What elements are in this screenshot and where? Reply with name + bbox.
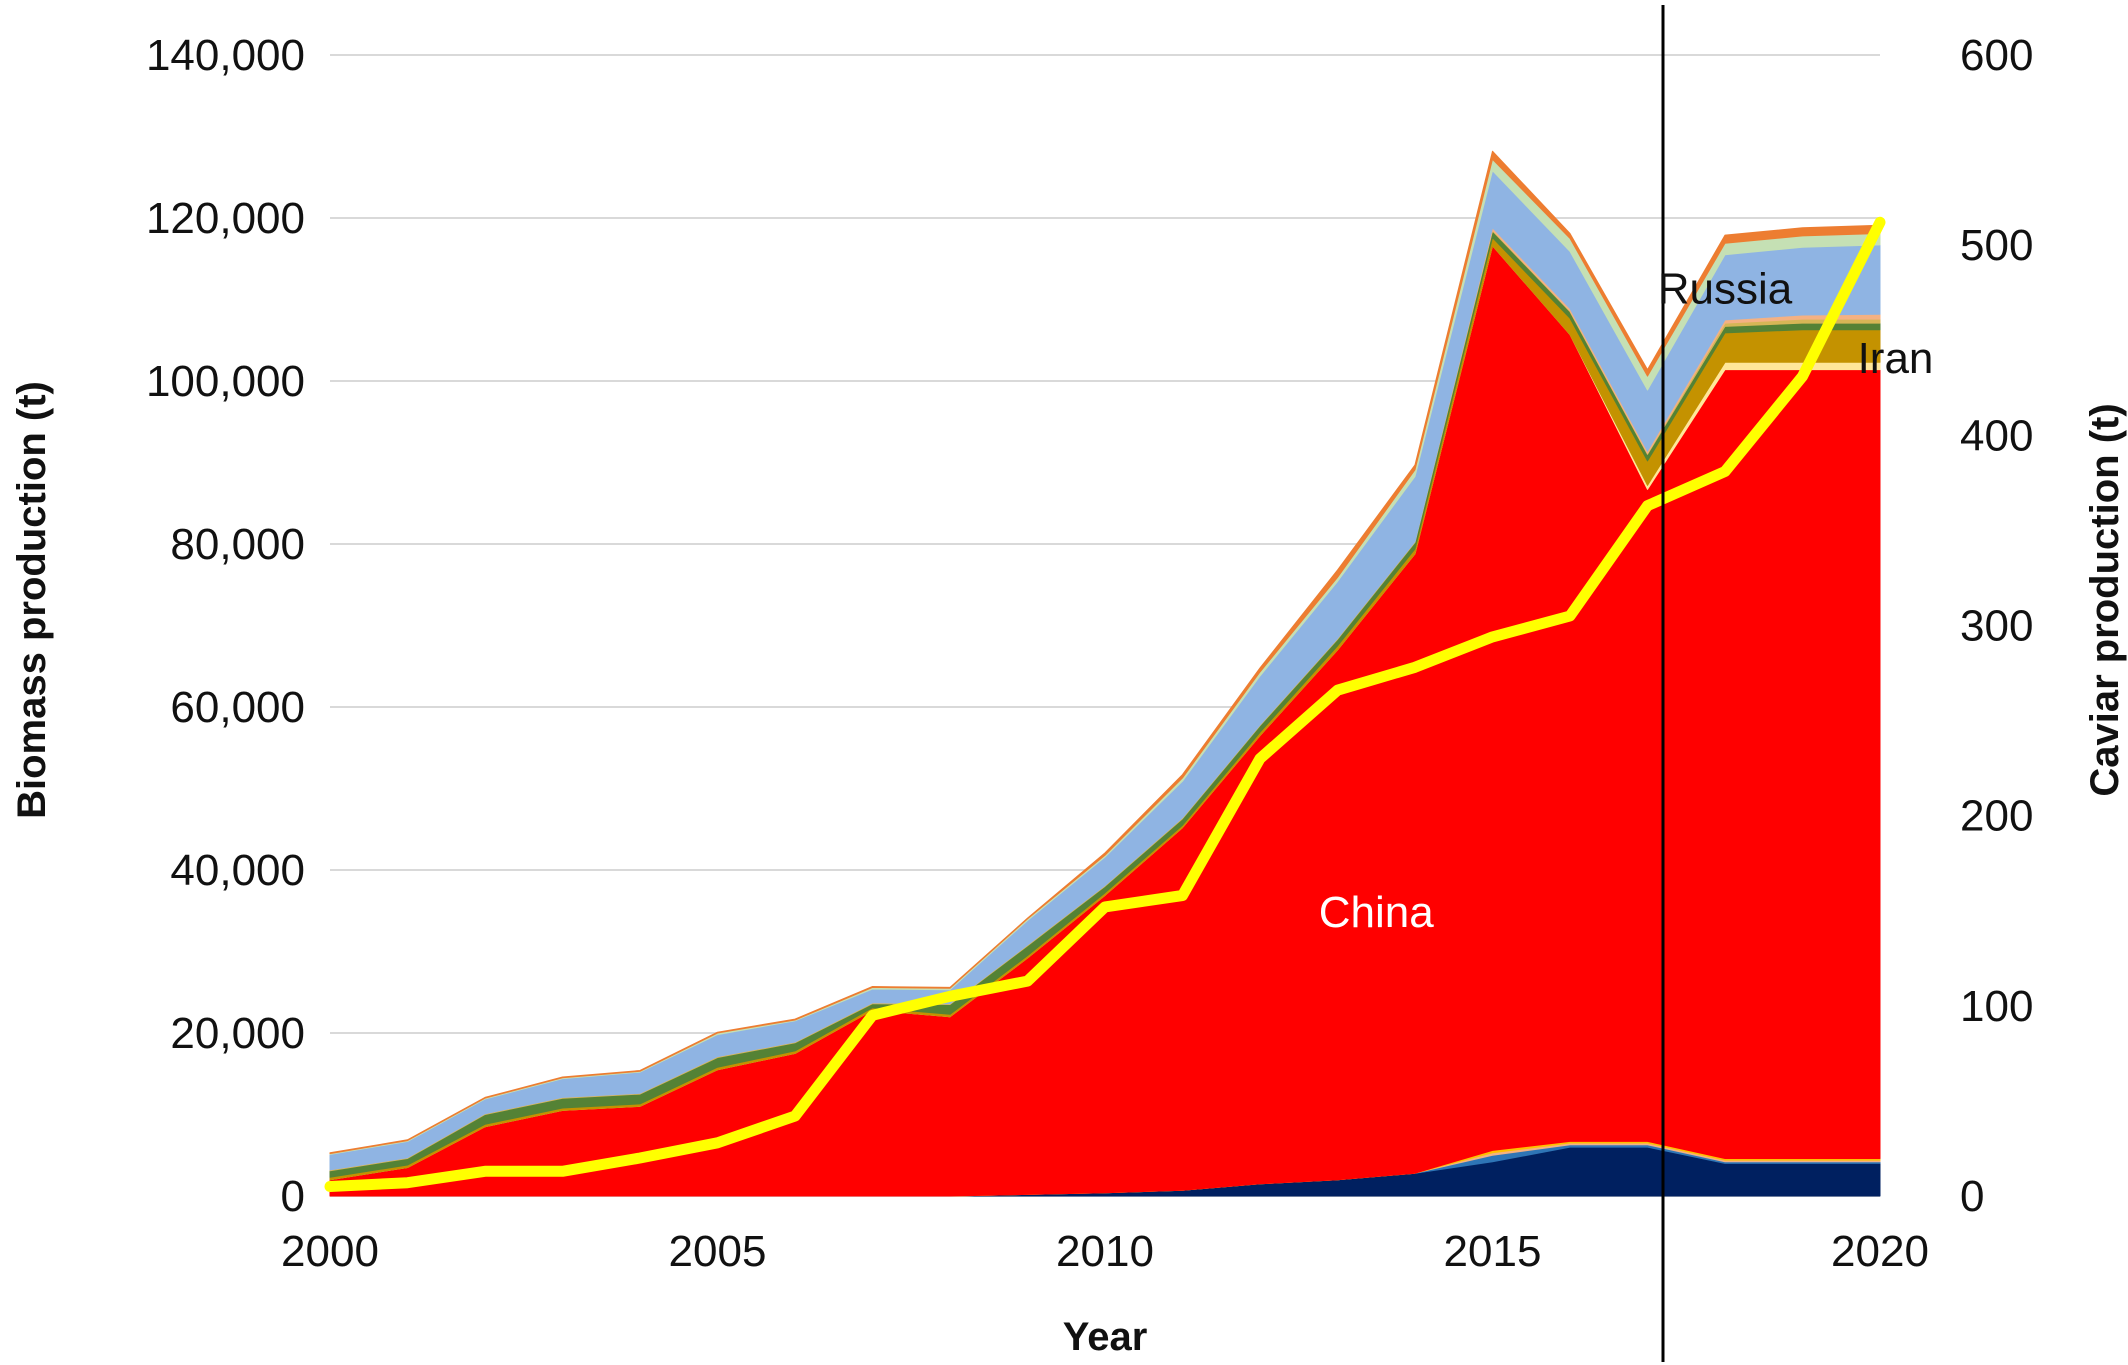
x-tick-label: 2005 xyxy=(669,1227,767,1276)
y2-tick-label: 0 xyxy=(1960,1172,1984,1221)
y2-tick-label: 100 xyxy=(1960,982,2033,1031)
y2-tick-label: 400 xyxy=(1960,411,2033,460)
y-tick-label: 40,000 xyxy=(170,846,305,895)
y-axis-right-ticks: 0 100 200 300 400 500 600 xyxy=(1960,31,2033,1221)
y-tick-label: 120,000 xyxy=(146,194,305,243)
x-tick-label: 2015 xyxy=(1444,1227,1542,1276)
x-tick-label: 2020 xyxy=(1831,1227,1929,1276)
stacked-areas xyxy=(329,150,1881,1197)
x-axis-ticks: 2000 2005 2010 2015 2020 xyxy=(281,1227,1929,1276)
y2-tick-label: 600 xyxy=(1960,31,2033,80)
annotation-label: Russia xyxy=(1658,265,1793,314)
y-tick-label: 60,000 xyxy=(170,683,305,732)
y-tick-label: 0 xyxy=(281,1172,305,1221)
annotations: China Russia Iran xyxy=(1319,265,1934,937)
y-tick-label: 80,000 xyxy=(170,520,305,569)
y-tick-label: 140,000 xyxy=(146,31,305,80)
y-axis-right-title: Caviar production (t) xyxy=(2083,403,2127,796)
y2-tick-label: 300 xyxy=(1960,602,2033,651)
caviar-line xyxy=(324,216,1886,1192)
x-axis-title: Year xyxy=(1063,1315,1148,1359)
y-axis-left-ticks: 0 20,000 40,000 60,000 80,000 100,000 120,000 1… xyxy=(146,31,305,1221)
y-tick-label: 100,000 xyxy=(146,357,305,406)
annotation-label: China xyxy=(1319,888,1434,937)
annotation-label: Iran xyxy=(1858,334,1934,383)
y2-tick-label: 500 xyxy=(1960,221,2033,270)
y-tick-label: 20,000 xyxy=(170,1009,305,1058)
gridlines xyxy=(330,54,1880,1197)
y-axis-left-title: Biomass production (t) xyxy=(10,381,54,819)
caviar-series-line xyxy=(324,216,1886,1192)
x-tick-label: 2000 xyxy=(281,1227,379,1276)
y2-tick-label: 200 xyxy=(1960,792,2033,841)
x-tick-label: 2010 xyxy=(1056,1227,1154,1276)
